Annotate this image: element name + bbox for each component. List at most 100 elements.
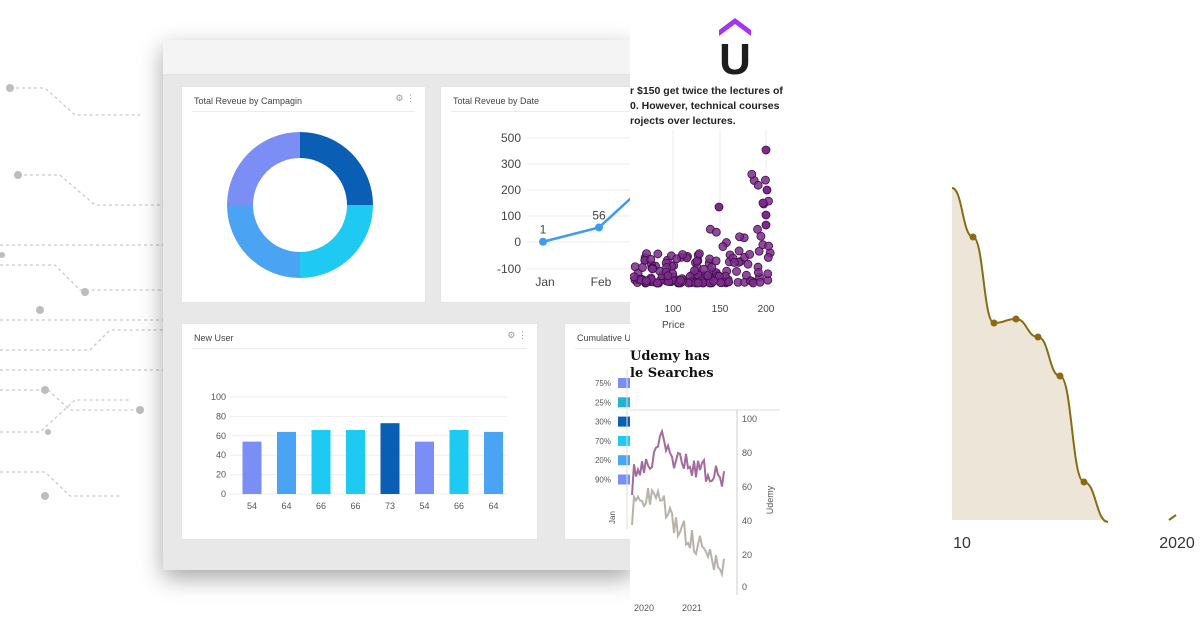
donut-slice bbox=[300, 132, 373, 205]
price-scatter-chart: 100 150 200 bbox=[630, 130, 775, 315]
x-tick-label: 54 bbox=[419, 501, 429, 511]
y-tick-label: 0 bbox=[742, 582, 747, 592]
y-tick-label: 200 bbox=[501, 183, 521, 197]
donut-slice bbox=[227, 205, 300, 278]
new-user-card: New User ⚙ ⋮ 100 80 60 40 20 0 54 64 66 66 73 54 66 6… bbox=[181, 323, 538, 540]
scatter-point bbox=[753, 268, 763, 277]
y-axis-label: Udemy bbox=[765, 485, 775, 514]
scatter-point bbox=[763, 253, 773, 262]
data-point bbox=[1080, 478, 1088, 486]
scatter-point bbox=[754, 246, 764, 256]
y-tick-label: 500 bbox=[501, 131, 521, 145]
y-tick-label: 60 bbox=[216, 431, 226, 441]
article-line: 0. However, technical courses bbox=[630, 100, 780, 112]
scatter-point bbox=[711, 256, 721, 266]
scatter-point bbox=[748, 278, 758, 288]
card-title: Cumulative U bbox=[577, 333, 632, 343]
article-text: r $150 get twice the lectures of 0. Howe… bbox=[630, 84, 790, 129]
legend-label: 70% bbox=[595, 437, 611, 446]
card-title: Total Reveue by Date bbox=[453, 96, 540, 106]
legend-label: 75% bbox=[595, 379, 611, 388]
area-fill bbox=[952, 188, 1108, 522]
heading-line: Udemy has bbox=[630, 349, 710, 364]
searches-line-chart: 100 80 60 40 20 0 Udemy 2020 2021 bbox=[630, 409, 780, 613]
circuit-decoration bbox=[0, 84, 173, 500]
scatter-point bbox=[732, 267, 741, 276]
data-label: 1 bbox=[540, 223, 547, 237]
y-tick-label: -100 bbox=[497, 262, 521, 276]
data-point bbox=[1012, 315, 1020, 323]
bar bbox=[380, 423, 400, 494]
bar bbox=[277, 431, 296, 494]
scatter-point bbox=[735, 232, 744, 242]
x-tick-label: 54 bbox=[247, 501, 257, 511]
scatter-point bbox=[763, 269, 773, 279]
card-title: New User bbox=[194, 333, 234, 343]
scatter-point bbox=[714, 202, 724, 212]
y-tick-label: 100 bbox=[742, 414, 757, 424]
scatter-point bbox=[762, 185, 772, 195]
y-tick-label: 20 bbox=[216, 470, 226, 480]
y-tick-label: 100 bbox=[211, 392, 226, 402]
x-tick-label: 66 bbox=[454, 501, 464, 511]
y-tick-label: 300 bbox=[501, 157, 521, 171]
scatter-point bbox=[663, 271, 673, 281]
scatter-point bbox=[630, 272, 639, 282]
series-line bbox=[1168, 514, 1177, 521]
scatter-point bbox=[638, 263, 647, 272]
x-axis-label: Jan bbox=[608, 511, 617, 524]
legend-swatch bbox=[618, 435, 632, 446]
dashboard-toolbar bbox=[163, 40, 633, 75]
series-line bbox=[631, 487, 725, 578]
x-tick-label: Jan bbox=[535, 275, 554, 289]
card-menu-icon[interactable]: ⚙ ⋮ bbox=[507, 330, 527, 340]
article-line: r $150 get twice the lectures of bbox=[630, 85, 783, 97]
scatter-point bbox=[764, 241, 774, 251]
scatter-point bbox=[758, 198, 768, 208]
scatter-point bbox=[707, 262, 717, 272]
area-chart: 10 2020 bbox=[951, 187, 1195, 552]
x-tick-label: 64 bbox=[488, 501, 498, 511]
x-tick-label: Feb bbox=[591, 275, 612, 289]
scatter-point bbox=[761, 175, 770, 185]
card-title: Total Reveue by Campagin bbox=[194, 96, 303, 106]
card-menu-icon[interactable]: ⚙ ⋮ bbox=[395, 93, 415, 103]
donut-slice bbox=[227, 132, 300, 205]
legend-swatch bbox=[618, 378, 632, 388]
data-point bbox=[969, 233, 977, 241]
y-tick-label: 80 bbox=[216, 411, 226, 421]
donut-slice bbox=[300, 205, 373, 278]
x-tick-label: 100 bbox=[665, 304, 682, 315]
scatter-point bbox=[743, 259, 753, 269]
scatter-point bbox=[747, 169, 757, 179]
scatter-point bbox=[709, 276, 719, 286]
legend-label: 20% bbox=[595, 456, 611, 465]
y-tick-label: 20 bbox=[742, 550, 752, 560]
y-tick-label: 60 bbox=[742, 482, 752, 492]
udemy-article-panel bbox=[630, 0, 790, 630]
logo-letter: U bbox=[719, 35, 751, 78]
data-label: 56 bbox=[592, 208, 606, 222]
series-line bbox=[631, 428, 725, 496]
legend-label: 25% bbox=[595, 398, 611, 407]
legend-swatch bbox=[618, 474, 632, 485]
x-tick-label: 150 bbox=[712, 304, 729, 315]
x-tick-label: 66 bbox=[350, 501, 360, 511]
scatter-point bbox=[753, 180, 763, 190]
data-point bbox=[1056, 372, 1064, 380]
scatter-point bbox=[699, 264, 709, 274]
data-point bbox=[1034, 333, 1042, 341]
new-user-bar-chart: 100 80 60 40 20 0 54 64 66 66 73 54 66 64 bbox=[211, 392, 507, 511]
x-tick-label: 66 bbox=[316, 501, 326, 511]
scatter-point bbox=[724, 277, 734, 287]
y-tick-label: 40 bbox=[742, 516, 752, 526]
data-point bbox=[539, 237, 547, 246]
scatter-point bbox=[676, 275, 686, 285]
donut-chart bbox=[227, 132, 373, 278]
bar bbox=[311, 429, 331, 494]
scatter-point bbox=[690, 266, 699, 275]
scatter-point bbox=[693, 278, 703, 288]
logo-chevron bbox=[719, 18, 751, 36]
bar bbox=[415, 441, 434, 494]
scatter-point bbox=[694, 249, 704, 259]
